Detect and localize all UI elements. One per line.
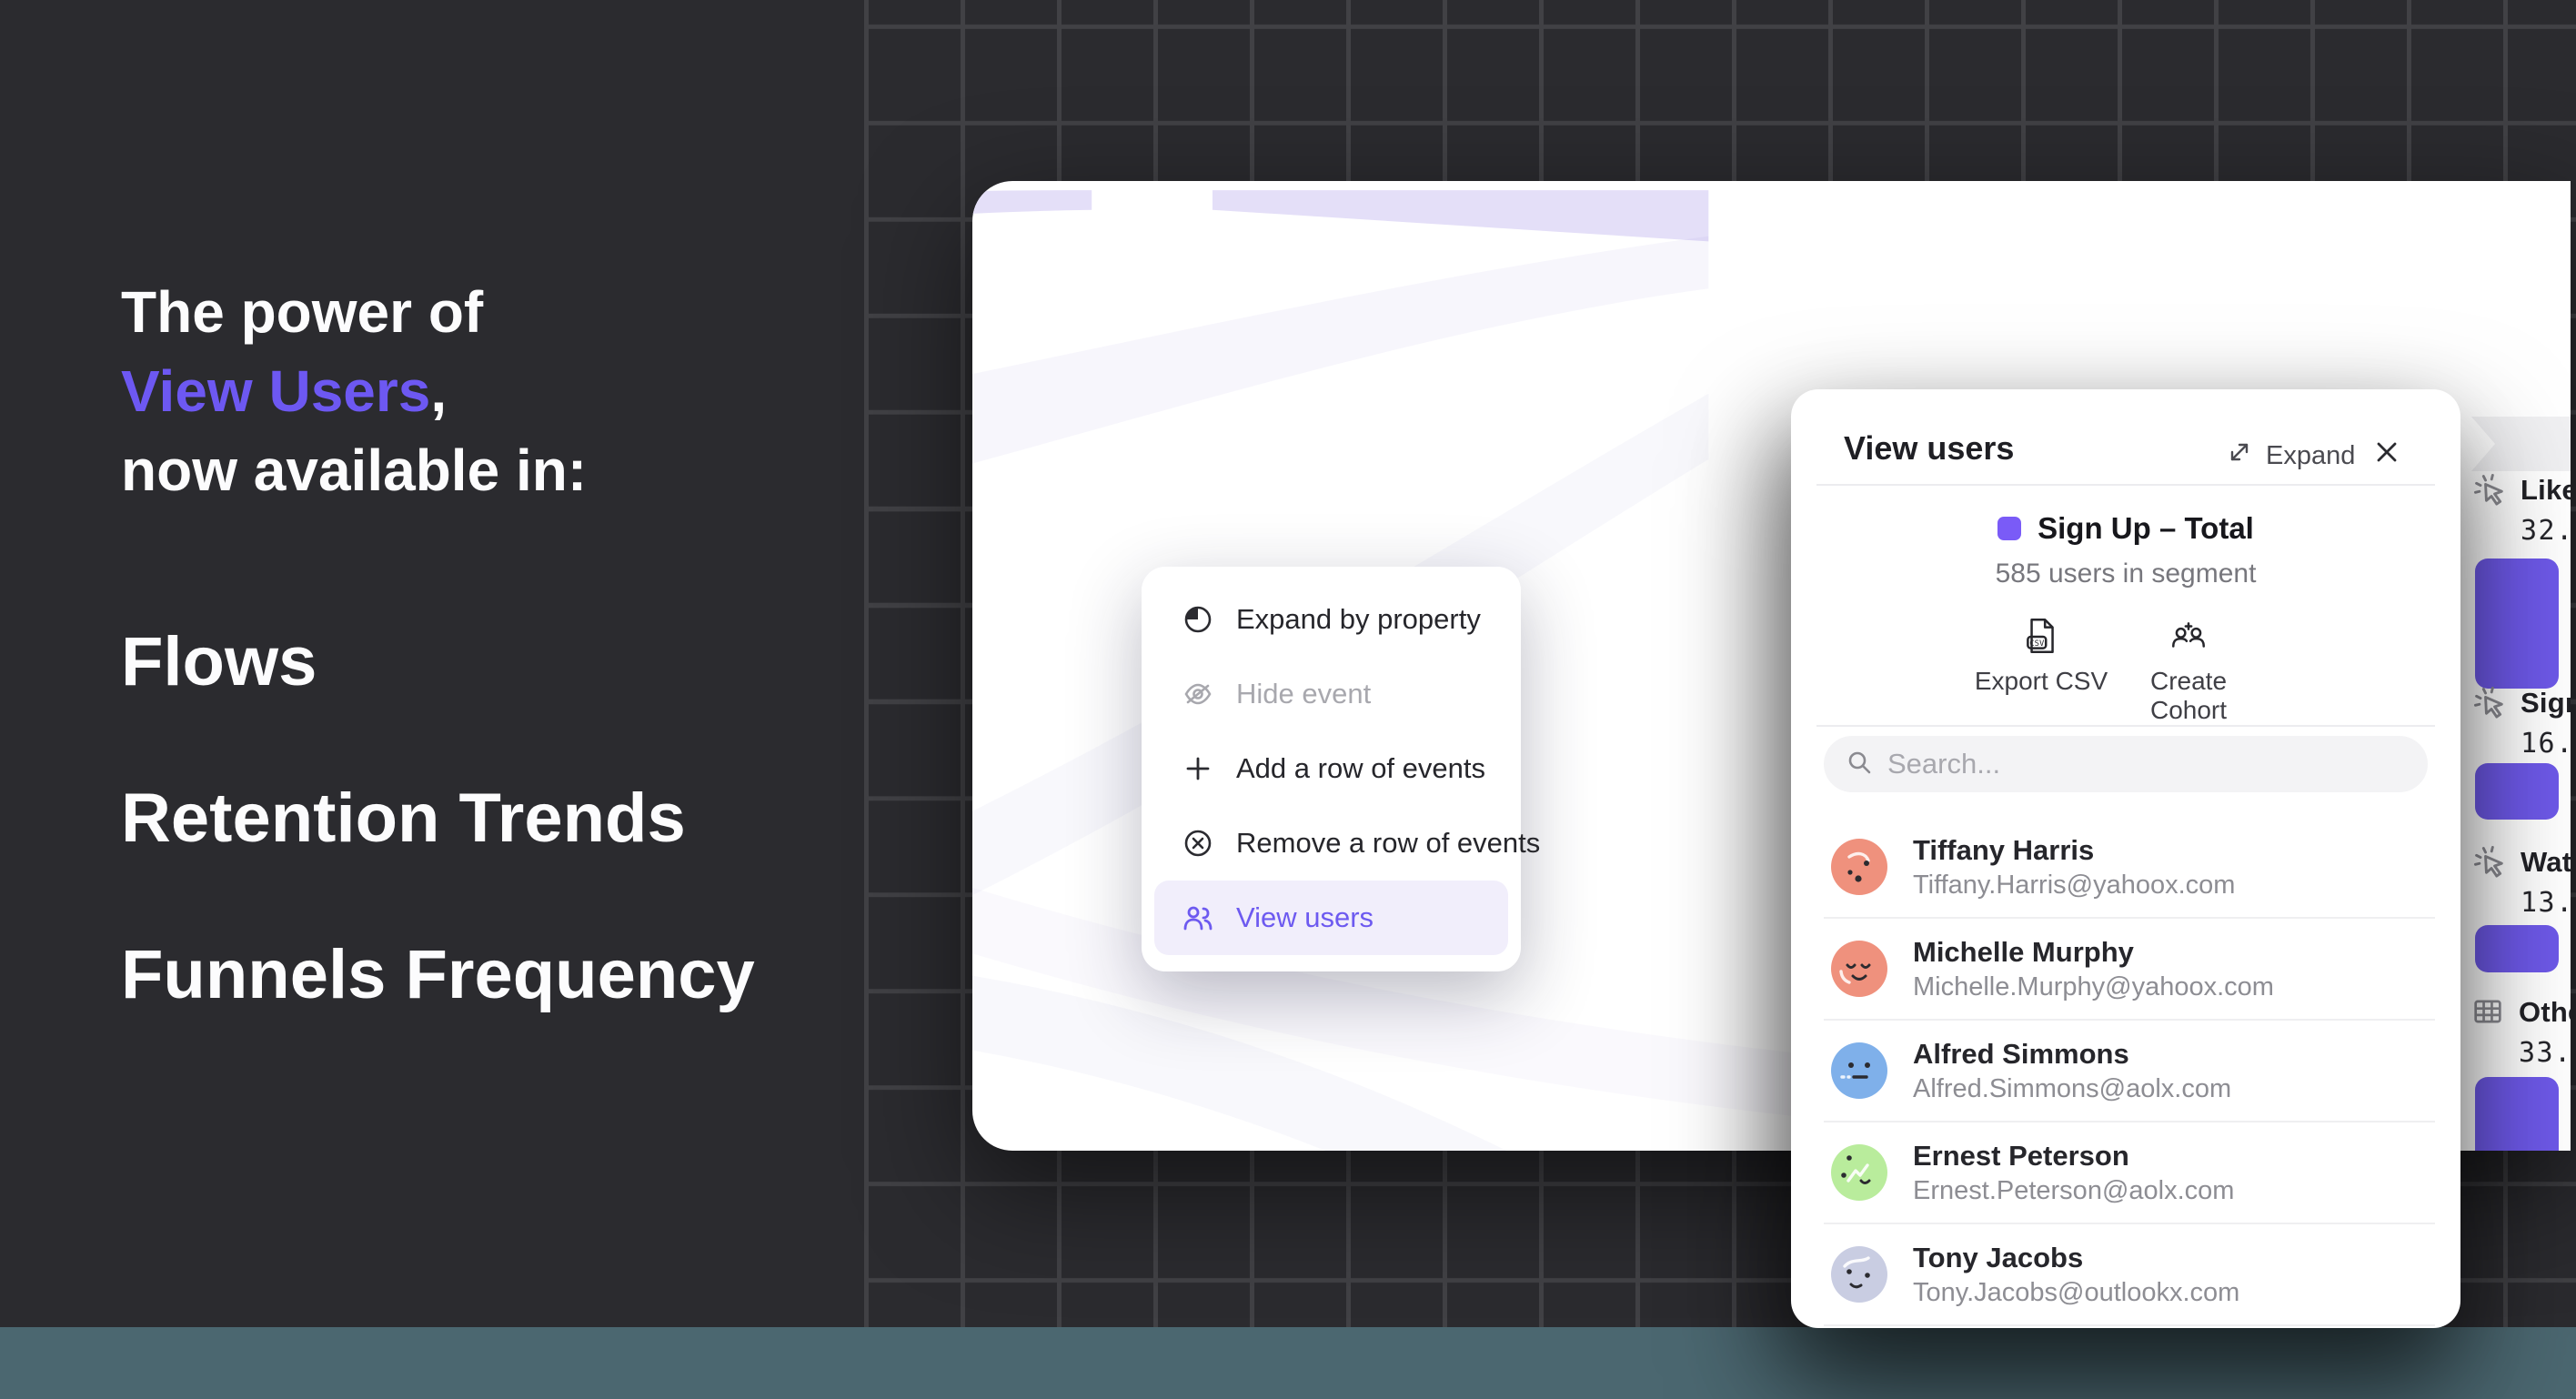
bottom-teal-band [0, 1327, 2576, 1399]
create-cohort-button[interactable]: Create Cohort [2111, 615, 2266, 725]
legend-label: Sign Up – Total [2038, 511, 2254, 545]
circle-x-icon [1182, 827, 1214, 860]
svg-text:CSV: CSV [2029, 639, 2045, 649]
event-label-other-events[interactable]: Other events 33.94% 18.5K [2470, 996, 2571, 1069]
user-row-michelle-murphy[interactable]: Michelle Murphy Michelle.Murphy@yahoox.c… [1824, 919, 2435, 1021]
menu-item-expand-by-property[interactable]: Expand by property [1154, 582, 1508, 657]
feature-flows: Flows [121, 623, 317, 700]
users-icon [1182, 901, 1214, 934]
hero-line-3: now available in: [121, 438, 588, 503]
legend-swatch [1997, 517, 2022, 540]
menu-item-view-users[interactable]: View users [1154, 881, 1508, 955]
panel-divider [1816, 484, 2435, 486]
hero-line-2: View Users, [121, 352, 587, 431]
funnel-step-chip-a1[interactable]: A + 1 [2471, 417, 2571, 471]
user-search-box[interactable] [1824, 736, 2428, 792]
search-input[interactable] [1887, 748, 2406, 780]
menu-item-add-row-of-events[interactable]: Add a row of events [1154, 731, 1508, 806]
user-name: Tony Jacobs [1913, 1241, 2084, 1273]
user-email: Alfred.Simmons@aolx.com [1913, 1073, 2232, 1103]
export-csv-button[interactable]: CSV Export CSV [1964, 615, 2118, 696]
user-name: Tiffany Harris [1913, 833, 2095, 866]
feature-retention-trends: Retention Trends [121, 780, 686, 857]
event-name: Like [2521, 474, 2571, 506]
view-users-panel: View users Expand Sign Up – Total 585 us… [1791, 389, 2460, 1328]
expand-panel-button[interactable]: Expand [2226, 438, 2355, 473]
menu-item-remove-row-of-events[interactable]: Remove a row of events [1154, 806, 1540, 881]
avatar [1831, 839, 1887, 895]
user-row-tony-jacobs[interactable]: Tony Jacobs Tony.Jacobs@outlookx.com [1824, 1224, 2435, 1326]
menu-item-label: Add a row of events [1236, 752, 1485, 784]
create-cohort-label: Create Cohort [2149, 667, 2228, 724]
event-context-menu: Expand by property Hide event Add a row … [1142, 567, 1540, 971]
event-name: Other events [2519, 996, 2571, 1028]
user-name: Michelle Murphy [1913, 935, 2134, 968]
csv-file-icon: CSV [2020, 615, 2062, 657]
expand-label: Expand [2266, 440, 2356, 470]
plus-icon [1182, 752, 1214, 785]
hero-highlight: View Users [121, 358, 431, 424]
hero-line-1: The power of [121, 279, 484, 345]
funnel-bar-other-events[interactable] [2475, 1077, 2559, 1151]
event-pct: 32.29% [2521, 515, 2571, 547]
user-row-ernest-peterson[interactable]: Ernest Peterson Ernest.Peterson@aolx.com [1824, 1122, 2435, 1224]
close-panel-button[interactable] [2371, 437, 2402, 468]
cohort-people-icon [2168, 615, 2209, 657]
user-name: Ernest Peterson [1913, 1139, 2129, 1172]
eye-off-icon [1182, 678, 1214, 710]
menu-item-label: Expand by property [1236, 603, 1481, 635]
event-pct: 16.68% [2521, 728, 2571, 760]
avatar [1831, 941, 1887, 997]
grid-icon [2470, 993, 2506, 1069]
user-email: Michelle.Murphy@yahoox.com [1913, 971, 2274, 1001]
export-csv-label: Export CSV [1974, 667, 2108, 695]
panel-divider [1816, 725, 2435, 727]
funnel-bar-sign-up[interactable] [2475, 763, 2559, 820]
user-email: Tony.Jacobs@outlookx.com [1913, 1277, 2240, 1307]
segment-legend: Sign Up – Total [1791, 511, 2460, 546]
menu-item-hide-event[interactable]: Hide event [1154, 657, 1508, 731]
event-label-sign-up[interactable]: Sign Up 16.68% 9,089 [2471, 687, 2571, 760]
panel-title: View users [1844, 429, 2015, 467]
search-icon [1846, 749, 1873, 780]
menu-item-label: Hide event [1236, 678, 1372, 710]
click-icon [2471, 843, 2508, 919]
event-pct: 33.94% [2519, 1037, 2571, 1069]
event-pct: 13.61% [2521, 887, 2571, 919]
user-list: Tiffany Harris Tiffany.Harris@yahoox.com… [1824, 817, 2435, 1326]
user-row-tiffany-harris[interactable]: Tiffany Harris Tiffany.Harris@yahoox.com [1824, 817, 2435, 919]
expand-by-property-icon [1182, 603, 1214, 636]
click-icon [2471, 471, 2508, 547]
user-email: Ernest.Peterson@aolx.com [1913, 1175, 2235, 1205]
click-icon [2471, 684, 2508, 760]
user-name: Alfred Simmons [1913, 1037, 2129, 1070]
event-name: Watch Video [2521, 846, 2571, 878]
event-name: Sign Up [2521, 687, 2571, 719]
avatar [1831, 1042, 1887, 1099]
menu-item-label: Remove a row of events [1236, 827, 1541, 859]
funnel-bar-watch-video-col2[interactable] [2475, 925, 2559, 972]
feature-funnels-frequency: Funnels Frequency [121, 936, 755, 1013]
funnel-bar-like[interactable] [2475, 559, 2559, 689]
hero-copy: The power of View Users, now available i… [121, 273, 587, 510]
segment-user-count: 585 users in segment [1995, 559, 2257, 589]
avatar [1831, 1144, 1887, 1201]
avatar [1831, 1246, 1887, 1303]
close-icon [2371, 442, 2402, 471]
user-email: Tiffany.Harris@yahoox.com [1913, 870, 2236, 900]
event-label-like[interactable]: Like 32.29% 17.6K [2471, 474, 2571, 547]
event-label-watch-video-col2[interactable]: Watch Video 13.61% 7,415 [2471, 846, 2571, 919]
expand-icon [2226, 438, 2253, 473]
menu-item-label: View users [1236, 901, 1374, 933]
hero-highlight-suffix: , [430, 358, 448, 424]
user-row-alfred-simmons[interactable]: Alfred Simmons Alfred.Simmons@aolx.com [1824, 1021, 2435, 1122]
